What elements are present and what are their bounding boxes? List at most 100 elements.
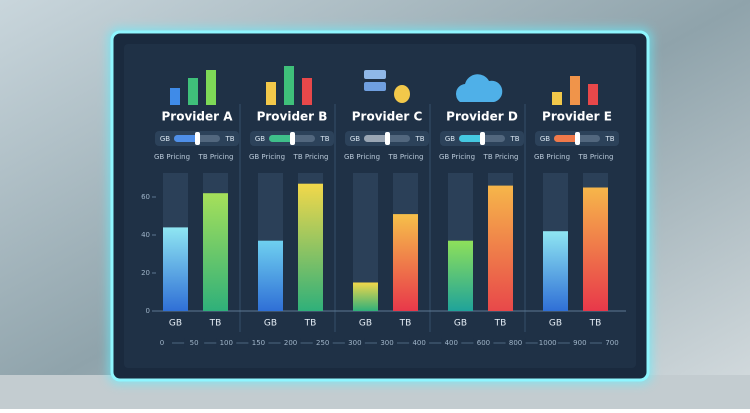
axis-label-bg [602, 338, 622, 348]
bar-label: TB [494, 319, 507, 329]
toggle-label: TB [414, 135, 424, 143]
axis-label: 800 [509, 339, 522, 347]
axis-label-bg [409, 338, 430, 348]
panel-title: Provider E [542, 110, 612, 124]
bar [298, 183, 323, 311]
slider-knob[interactable] [385, 132, 390, 145]
axis-label: 600 [477, 339, 490, 347]
pricing-label: GB Pricing [534, 153, 570, 161]
bar-label: TB [304, 319, 317, 329]
icon [455, 74, 503, 102]
axis-label-bg [216, 338, 237, 348]
axis-label-bg [473, 338, 494, 348]
axis-label: 700 [605, 339, 618, 347]
icon [570, 76, 580, 105]
slider-knob[interactable] [195, 132, 200, 145]
y-tick-label: 20 [141, 269, 150, 277]
y-tick-label: 40 [141, 231, 150, 239]
bar [488, 185, 513, 311]
slider-fill [459, 135, 483, 142]
axis-label-bg [312, 338, 333, 348]
bar [258, 240, 283, 311]
panel-title: Provider A [161, 110, 233, 124]
axis-label-bg [248, 338, 269, 348]
axis-label: 250 [316, 339, 329, 347]
bar-label: TB [589, 319, 602, 329]
icon [552, 92, 562, 105]
axis-label-bg [184, 338, 205, 348]
axis-label-bg [377, 338, 397, 348]
axis-label: 0 [160, 339, 164, 347]
pricing-label: TB Pricing [293, 153, 329, 161]
bar-label: GB [549, 319, 562, 329]
icon [588, 84, 598, 105]
toggle-label: GB [160, 135, 170, 143]
bar-label: GB [454, 319, 467, 329]
axis-label: 1000 [539, 339, 557, 347]
y-tick-label: 60 [141, 193, 150, 201]
pricing-label: GB Pricing [249, 153, 285, 161]
slider-fill [269, 135, 293, 142]
axis-label: 300 [348, 339, 361, 347]
bar-label: TB [399, 319, 412, 329]
toggle-label: GB [255, 135, 265, 143]
pricing-label: GB Pricing [439, 153, 475, 161]
axis-label: 400 [412, 339, 425, 347]
bar [543, 231, 568, 311]
slider-fill [364, 135, 388, 142]
axis-label-bg [344, 338, 365, 348]
slider-knob[interactable] [290, 132, 295, 145]
pricing-label: GB Pricing [344, 153, 380, 161]
bar-label: GB [264, 319, 277, 329]
toggle-label: TB [319, 135, 329, 143]
pricing-label: TB Pricing [198, 153, 234, 161]
axis-label: 300 [380, 339, 393, 347]
bar [393, 214, 418, 311]
toggle-label: TB [224, 135, 234, 143]
toggle-label: GB [540, 135, 550, 143]
pricing-label: TB Pricing [388, 153, 424, 161]
toggle-label: GB [445, 135, 455, 143]
icons [170, 66, 598, 105]
axis-label: 200 [284, 339, 297, 347]
icon [284, 66, 294, 105]
icon [394, 85, 410, 103]
y-tick-label: 0 [146, 307, 150, 315]
slider-knob[interactable] [480, 132, 485, 145]
pricing-label: TB Pricing [578, 153, 614, 161]
icon [188, 78, 198, 105]
bar-label: TB [209, 319, 222, 329]
axis-label-bg [152, 338, 172, 348]
slider-fill [554, 135, 578, 142]
icon [364, 82, 386, 91]
axis-label-bg [505, 338, 526, 348]
toggle-label: GB [350, 135, 360, 143]
axis-label: 50 [190, 339, 199, 347]
axis-label-bg [280, 338, 301, 348]
icon [266, 82, 276, 105]
toggle-label: TB [509, 135, 519, 143]
slider-fill [174, 135, 198, 142]
slider-knob[interactable] [575, 132, 580, 145]
panel-title: Provider B [257, 110, 328, 124]
panel-title: Provider C [352, 110, 423, 124]
bar [583, 187, 608, 311]
toggle-label: TB [604, 135, 614, 143]
bar [163, 227, 188, 311]
axis-label-bg [441, 338, 462, 348]
axis-label: 150 [252, 339, 265, 347]
bar [203, 193, 228, 311]
pricing-label: TB Pricing [483, 153, 519, 161]
pricing-label: GB Pricing [154, 153, 190, 161]
axis-label-bg [569, 338, 590, 348]
axis-label: 900 [573, 339, 586, 347]
axis-label: 400 [445, 339, 458, 347]
bar [448, 240, 473, 311]
bar [353, 282, 378, 311]
bar-label: GB [169, 319, 182, 329]
icon [364, 70, 386, 79]
icon [206, 70, 216, 105]
axis-label-bg [537, 338, 558, 348]
axis-label: 100 [220, 339, 233, 347]
